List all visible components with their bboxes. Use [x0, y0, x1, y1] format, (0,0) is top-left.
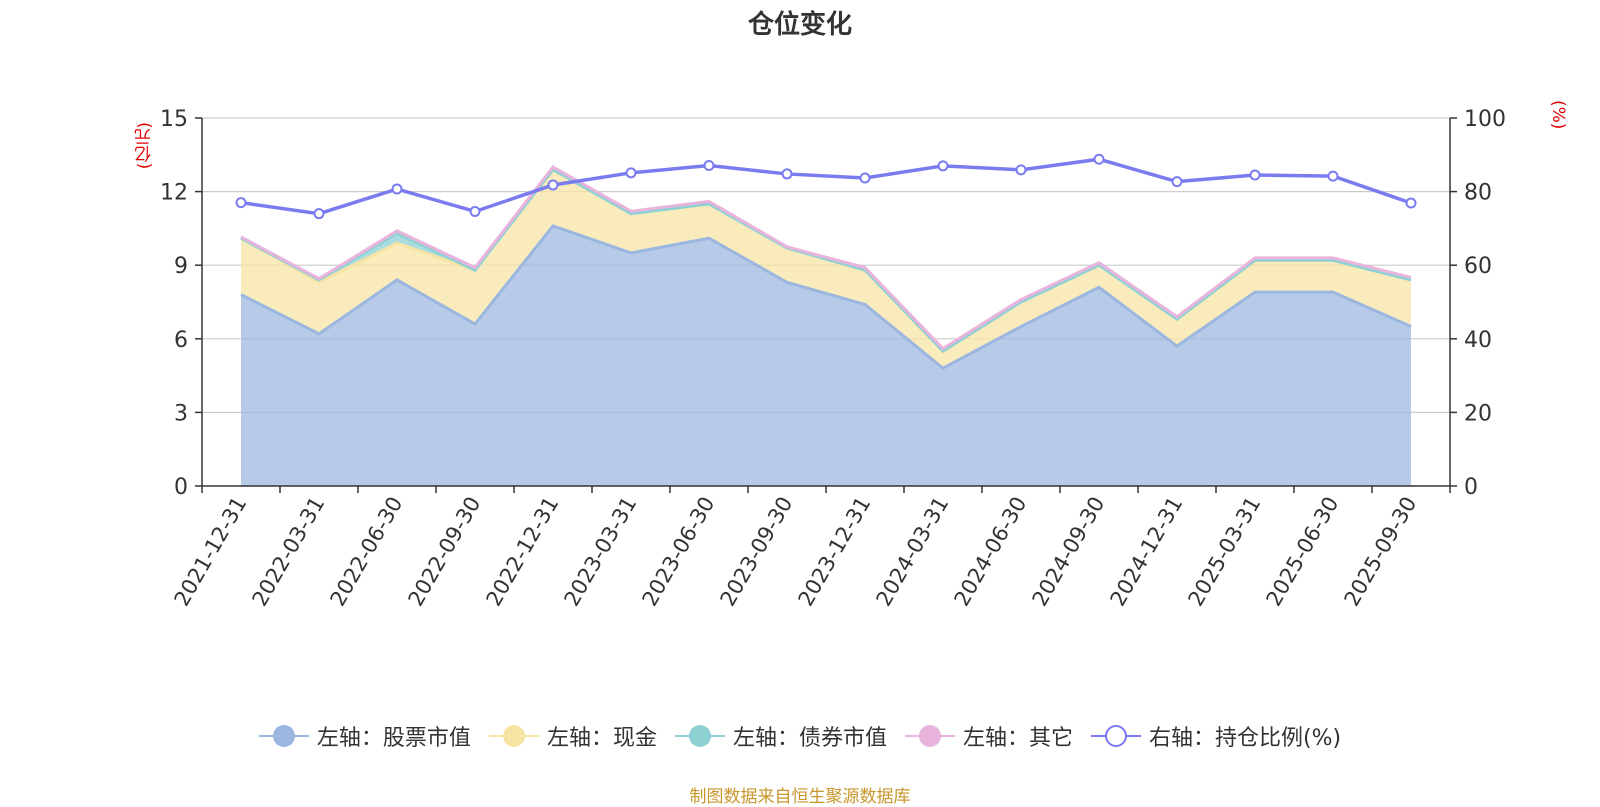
x-tick-label: 2023-03-31: [560, 493, 642, 611]
ratio-point: [1327, 170, 1339, 182]
legend-marker-stock-icon: [258, 725, 309, 747]
x-tick-label: 2023-09-30: [716, 493, 798, 611]
area-line-3: [240, 165, 1412, 351]
left-tick-label: 9: [174, 254, 188, 279]
ratio-point: [1249, 169, 1261, 181]
ratio-point: [625, 167, 637, 179]
right-tick-label: 40: [1464, 328, 1492, 353]
x-tick-label: 2024-06-30: [950, 493, 1032, 611]
ratio-point: [1405, 197, 1417, 209]
x-tick-label: 2024-03-31: [872, 493, 954, 611]
legend-marker-ratio-icon: [1090, 725, 1141, 747]
legend-item-stock[interactable]: 左轴：股票市值: [258, 720, 471, 752]
legend-label-bond: 左轴：债券市值: [732, 726, 887, 751]
left-tick-label: 12: [160, 181, 188, 206]
x-tick-label: 2023-12-31: [794, 493, 876, 611]
right-tick-label: 60: [1464, 254, 1492, 279]
ratio-point: [859, 172, 871, 184]
area-0: [241, 225, 1411, 487]
x-tick-label: 2021-12-31: [170, 493, 252, 611]
legend-label-cash: 左轴：现金: [546, 726, 657, 751]
ratio-point: [547, 179, 559, 191]
left-tick-label: 3: [174, 401, 188, 426]
left-tick-label: 6: [174, 328, 188, 353]
x-tick-label: 2023-06-30: [638, 493, 720, 611]
left-tick-label: 0: [174, 475, 188, 500]
legend-marker-other-icon: [904, 725, 955, 747]
x-tick-label: 2022-03-31: [248, 493, 330, 611]
ratio-point: [1093, 153, 1105, 165]
left-tick-label: 15: [160, 107, 188, 132]
right-tick-label: 20: [1464, 401, 1492, 426]
ratio-point: [703, 159, 715, 171]
legend: 左轴：股票市值 左轴：现金 左轴：债券市值 左轴：其它 右轴：持仓比例(%): [0, 720, 1600, 752]
right-tick-label: 80: [1464, 181, 1492, 206]
x-tick-label: 2024-09-30: [1028, 493, 1110, 611]
legend-item-other[interactable]: 左轴：其它: [904, 720, 1073, 752]
ratio-point: [781, 168, 793, 180]
x-tick-label: 2022-09-30: [404, 493, 486, 611]
legend-label-stock: 左轴：股票市值: [316, 726, 471, 751]
ratio-point: [235, 197, 247, 209]
right-tick-label: 100: [1464, 107, 1506, 132]
ratio-point: [1171, 176, 1183, 188]
area-line-0: [240, 224, 1412, 371]
ratio-point: [937, 160, 949, 172]
x-tick-label: 2024-12-31: [1106, 493, 1188, 611]
ratio-point: [469, 205, 481, 217]
area-1: [241, 169, 1411, 369]
area-line-2: [240, 167, 1412, 353]
legend-marker-bond-icon: [674, 725, 725, 747]
ratio-point: [1015, 164, 1027, 176]
legend-label-ratio: 右轴：持仓比例(%): [1148, 726, 1342, 751]
chart-title: 仓位变化: [747, 10, 852, 40]
legend-label-other: 左轴：其它: [962, 726, 1073, 751]
right-axis-unit: (%): [1548, 100, 1568, 130]
legend-item-cash[interactable]: 左轴：现金: [488, 720, 657, 752]
ratio-point: [391, 183, 403, 195]
source-note: 制图数据来自恒生聚源数据库: [689, 787, 911, 807]
x-tick-label: 2025-09-30: [1340, 493, 1422, 611]
right-tick-label: 0: [1464, 475, 1478, 500]
legend-item-ratio[interactable]: 右轴：持仓比例(%): [1090, 720, 1342, 752]
ratio-line: [240, 157, 1412, 216]
ratio-point: [313, 208, 325, 220]
legend-marker-cash-icon: [488, 725, 539, 747]
x-tick-label: 2025-06-30: [1262, 493, 1344, 611]
x-tick-label: 2022-06-30: [326, 493, 408, 611]
x-tick-label: 2025-03-31: [1184, 493, 1266, 611]
legend-item-bond[interactable]: 左轴：债券市值: [674, 720, 887, 752]
x-tick-label: 2022-12-31: [482, 493, 564, 611]
